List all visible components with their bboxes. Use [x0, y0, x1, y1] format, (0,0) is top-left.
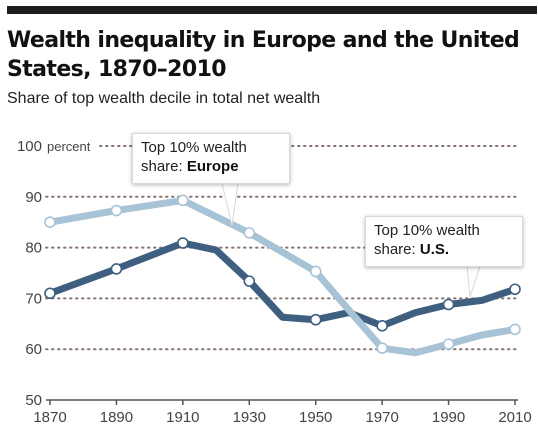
- x-tick-label: 1870: [33, 409, 66, 426]
- europe-callout: Top 10% wealth share: Europe: [132, 133, 290, 184]
- europe-data-point: [309, 265, 322, 278]
- us-callout-pointer: [466, 265, 481, 298]
- europe-data-point: [243, 227, 256, 239]
- us-data-point: [509, 283, 521, 296]
- us-data-point: [110, 263, 123, 275]
- x-tick-label: 1990: [432, 409, 465, 426]
- x-tick-label: 1890: [100, 409, 133, 426]
- x-tick-label: 1970: [365, 409, 398, 426]
- us-data-point: [177, 237, 189, 249]
- europe-callout-line2: share: Europe: [141, 157, 281, 176]
- us-callout-name: U.S.: [419, 241, 450, 258]
- europe-callout-line1: Top 10% wealth: [141, 139, 247, 156]
- europe-data-point: [177, 194, 189, 207]
- europe-data-point: [509, 323, 521, 336]
- y-unit-label: percent: [47, 139, 91, 154]
- x-tick-label: 1930: [233, 409, 266, 426]
- europe-data-point: [44, 216, 56, 228]
- us-data-point: [309, 313, 322, 326]
- chart-subtitle: Share of top wealth decile in total net …: [7, 90, 321, 107]
- y-tick-label: 90: [25, 189, 42, 206]
- europe-callout-name: Europe: [186, 158, 239, 175]
- europe-series-line: [46, 196, 519, 357]
- europe-data-point: [442, 338, 455, 350]
- us-data-point: [44, 287, 56, 300]
- x-tick-label: 2010: [498, 409, 531, 426]
- y-tick-label: 60: [25, 341, 42, 358]
- y-tick-label: 80: [25, 240, 42, 257]
- europe-data-point: [110, 204, 123, 217]
- us-callout-line1: Top 10% wealth: [374, 222, 480, 239]
- europe-data-point: [376, 342, 388, 354]
- x-tick-label: 1910: [166, 409, 199, 426]
- y-tick-label: 100: [17, 138, 42, 155]
- chart-title: Wealth inequality in Europe and the Unit…: [7, 28, 520, 82]
- top-rule: [7, 6, 537, 14]
- y-tick-label: 50: [25, 392, 42, 409]
- y-tick-label: 70: [25, 290, 42, 307]
- us-data-point: [376, 320, 388, 332]
- us-data-point: [243, 275, 256, 287]
- europe-callout-prefix: share:: [141, 158, 187, 175]
- us-callout-line2: share: U.S.: [374, 240, 514, 259]
- us-callout: Top 10% wealth share: U.S.: [365, 216, 523, 267]
- us-callout-prefix: share:: [374, 241, 420, 258]
- us-data-point: [442, 298, 455, 311]
- x-tick-label: 1950: [299, 409, 332, 426]
